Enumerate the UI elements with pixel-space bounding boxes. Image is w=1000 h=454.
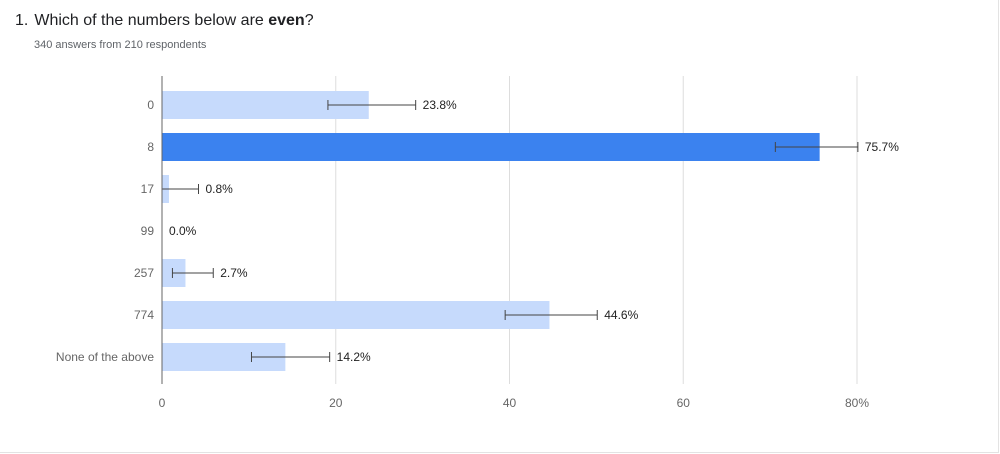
value-label: 0.0% xyxy=(169,224,197,238)
category-label: 774 xyxy=(134,308,154,322)
value-label: 23.8% xyxy=(423,98,457,112)
value-label: 2.7% xyxy=(220,266,248,280)
x-tick-label: 20 xyxy=(329,396,343,410)
x-tick-label: 80% xyxy=(845,396,869,410)
bar xyxy=(162,301,550,329)
question-number: 1. xyxy=(15,12,29,29)
x-tick-label: 60 xyxy=(677,396,691,410)
x-tick-label: 0 xyxy=(159,396,166,410)
question-text: Which of the numbers below are xyxy=(34,12,269,29)
bar xyxy=(162,133,820,161)
question-bold-word: even xyxy=(268,12,305,29)
category-label: 0 xyxy=(147,98,154,112)
value-label: 14.2% xyxy=(337,350,371,364)
value-label: 75.7% xyxy=(865,140,899,154)
category-label: 257 xyxy=(134,266,154,280)
value-label: 44.6% xyxy=(604,308,638,322)
category-label: 17 xyxy=(141,182,155,196)
response-summary: 340 answers from 210 respondents xyxy=(34,39,207,51)
question-mark: ? xyxy=(304,12,314,29)
category-label: 8 xyxy=(147,140,154,154)
question-title: 1. Which of the numbers below are even? xyxy=(15,12,314,30)
x-tick-label: 40 xyxy=(503,396,517,410)
value-label: 0.8% xyxy=(205,182,233,196)
category-label: 99 xyxy=(141,224,155,238)
category-label: None of the above xyxy=(56,350,154,364)
